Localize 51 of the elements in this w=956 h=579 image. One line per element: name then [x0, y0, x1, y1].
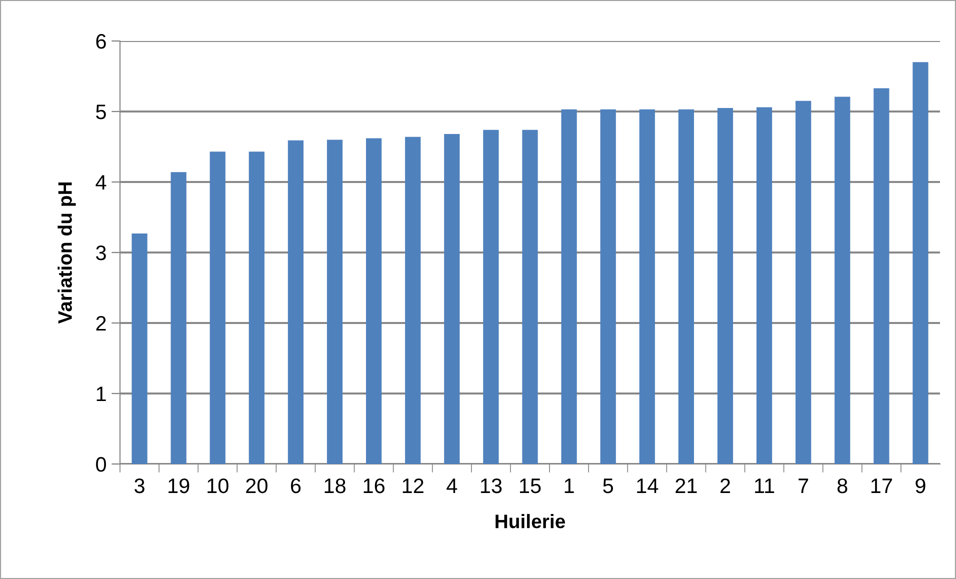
- x-tick-label: 3: [134, 478, 144, 494]
- bar: [796, 100, 812, 464]
- x-tick-label: 18: [324, 478, 346, 494]
- bar: [444, 134, 460, 464]
- x-tick-label: 17: [871, 478, 892, 493]
- bar: [366, 138, 382, 464]
- x-tick-label: 20: [246, 478, 268, 494]
- y-tick-label: 2: [96, 316, 106, 331]
- x-tick-label: 13: [480, 478, 502, 494]
- x-tick-label: 4: [446, 478, 458, 493]
- bar: [600, 109, 616, 464]
- bar: [483, 130, 499, 464]
- x-tick-label: 1: [564, 478, 574, 493]
- x-tick-label: 12: [402, 478, 424, 493]
- x-tick-label: 5: [603, 478, 614, 494]
- bar: [678, 109, 694, 464]
- y-tick-label: 6: [96, 34, 106, 49]
- bar: [834, 96, 850, 464]
- bar: [874, 88, 890, 464]
- bar: [132, 233, 148, 464]
- y-tick-label: 5: [96, 104, 106, 120]
- x-tick-label: 7: [798, 478, 808, 493]
- bar: [326, 140, 343, 464]
- bar: [522, 130, 538, 464]
- bar: [561, 109, 577, 464]
- bar: [912, 62, 928, 464]
- y-axis-title: Variation du pH: [58, 182, 76, 324]
- x-tick-label: 2: [720, 478, 730, 493]
- x-tick-label: 9: [916, 478, 926, 494]
- y-tick-label: 1: [96, 386, 106, 402]
- bar: [639, 109, 655, 464]
- bar: [248, 152, 264, 464]
- bar: [170, 172, 186, 464]
- y-tick-label: 3: [96, 246, 106, 260]
- x-tick-label: 6: [290, 478, 301, 494]
- x-tick-label: 10: [208, 478, 228, 494]
- x-tick-label: 19: [168, 478, 190, 494]
- y-tick-label: 4: [96, 175, 106, 190]
- x-tick-label: 16: [364, 478, 384, 494]
- y-tick-label: 0: [96, 457, 106, 472]
- x-axis-title: Huilerie: [496, 514, 565, 528]
- bar: [210, 152, 226, 464]
- bar: [405, 136, 421, 464]
- x-tick-label: 14: [637, 478, 658, 493]
- bar: [288, 140, 304, 464]
- bar: [717, 108, 734, 464]
- x-tick-label: 21: [676, 478, 697, 493]
- bar: [756, 107, 772, 464]
- x-tick-label: 8: [837, 478, 848, 494]
- x-tick-label: 11: [755, 478, 774, 493]
- x-tick-label: 15: [520, 478, 541, 494]
